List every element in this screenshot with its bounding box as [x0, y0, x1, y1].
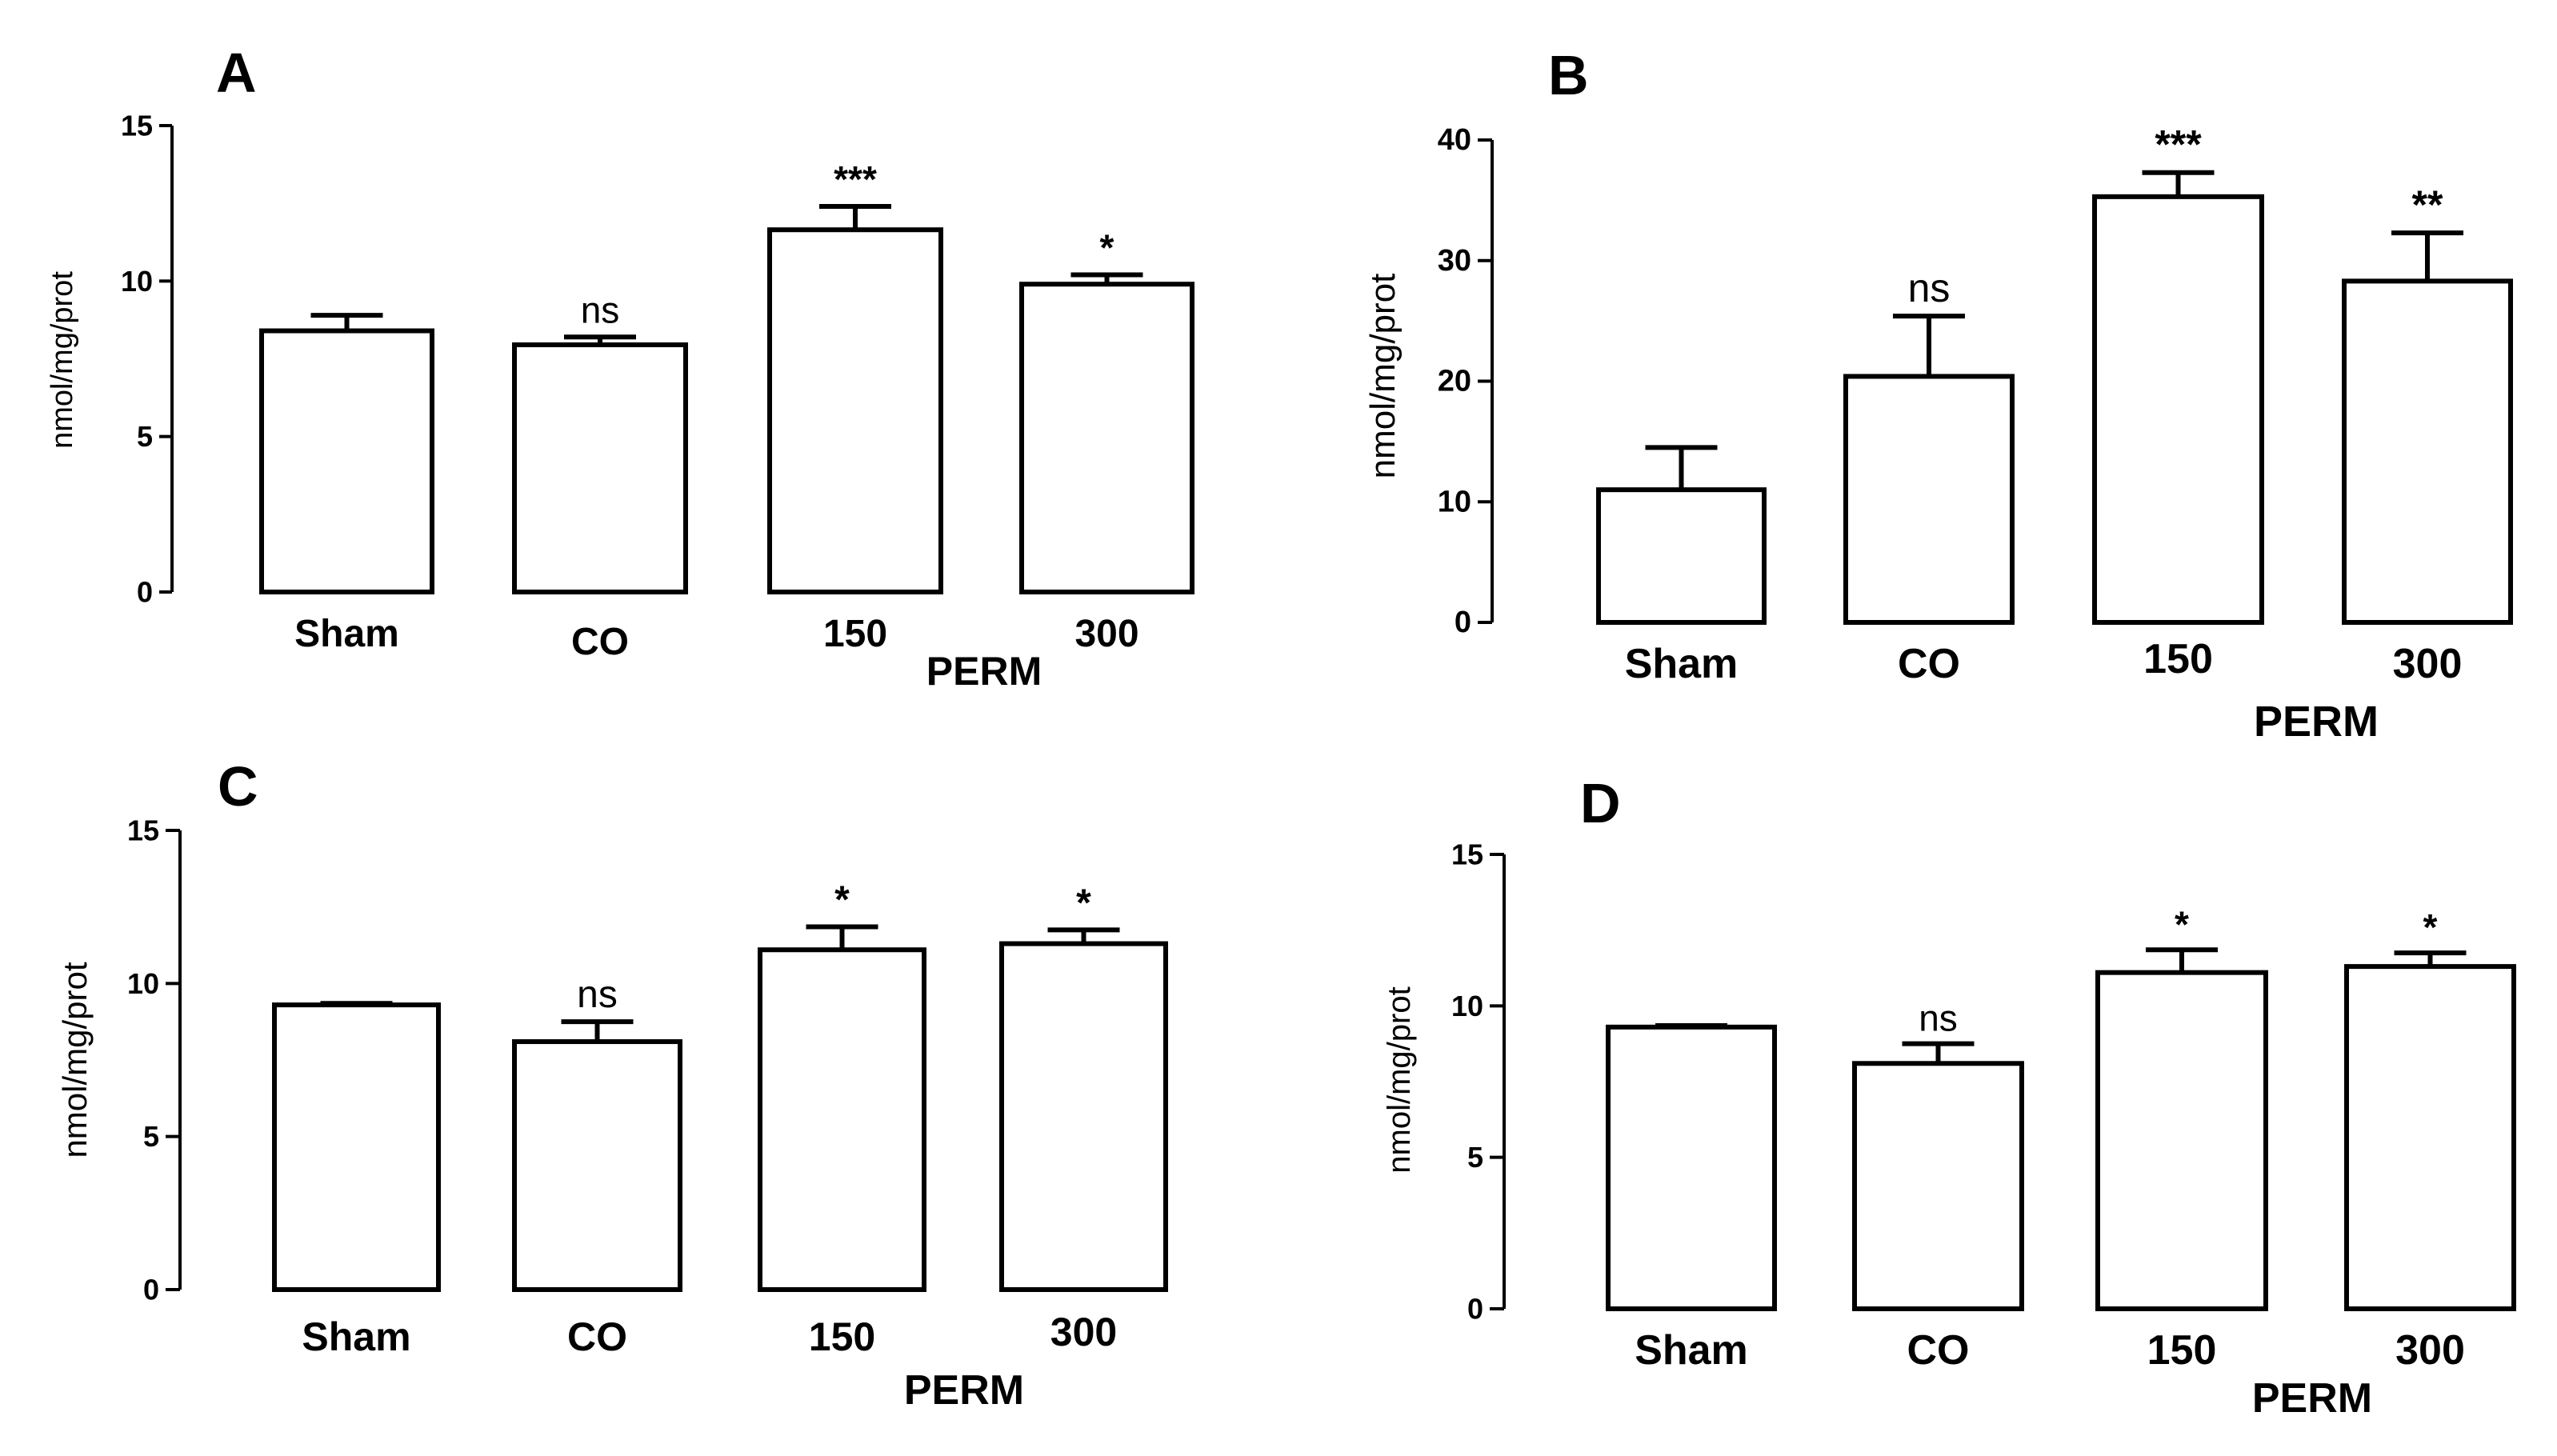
panel-letter: B — [1548, 44, 1589, 106]
significance-stars: *** — [834, 158, 877, 200]
y-axis-label: nmol/mg/prot — [46, 271, 79, 449]
category-label: CO — [1907, 1327, 1970, 1374]
y-tick-label: 15 — [127, 814, 159, 847]
bar-co — [512, 1039, 682, 1293]
significance-ns: ns — [1919, 998, 1958, 1039]
significance-stars: *** — [2155, 122, 2202, 167]
category-label: CO — [1898, 641, 1960, 687]
category-label: 300 — [1074, 613, 1138, 655]
category-label: 150 — [2147, 1327, 2217, 1374]
category-label: 150 — [2143, 636, 2213, 682]
bar-300 — [1019, 282, 1194, 594]
panel-c: 0 5 10 15 Sham ns CO * 150 * 300 PERM nmol/mg/prot C — [56, 755, 1168, 1414]
panel-letter: D — [1580, 772, 1621, 834]
bar-co — [512, 342, 688, 594]
group-label-perm: PERM — [904, 1367, 1024, 1414]
bar-sham — [1606, 1024, 1777, 1311]
panel-b: 0 10 20 30 40 Sham ns CO *** 150 ** 300 PERM nmol/mg/… — [1363, 44, 2513, 746]
panel-letter: A — [216, 42, 257, 104]
bar-300 — [2344, 964, 2516, 1312]
significance-stars: * — [1100, 227, 1114, 269]
bar-150 — [758, 947, 926, 1292]
y-tick-label: 5 — [137, 420, 153, 453]
y-tick-label: 15 — [121, 110, 153, 142]
category-label: CO — [571, 621, 629, 663]
y-tick-label: 0 — [137, 576, 153, 609]
significance-stars: * — [1076, 882, 1091, 924]
category-label: Sham — [294, 613, 399, 655]
bar-150 — [2095, 970, 2268, 1312]
category-label: 150 — [809, 1314, 875, 1359]
y-tick-label: 10 — [1451, 990, 1483, 1022]
bar-co — [1852, 1061, 2024, 1312]
bar-sham — [1596, 487, 1767, 625]
bar-sham — [272, 1002, 441, 1292]
y-tick-label: 40 — [1438, 123, 1471, 157]
bar-300 — [2342, 278, 2513, 625]
y-tick-label: 5 — [1467, 1141, 1483, 1174]
panel-a: 0 5 10 15 Sham ns CO *** 150 * 300 PERM nmol/mg/prot… — [46, 42, 1194, 694]
y-tick-label: 5 — [143, 1120, 159, 1153]
category-label: 300 — [1050, 1310, 1117, 1354]
y-tick-label: 30 — [1438, 244, 1471, 278]
y-tick-label: 10 — [127, 967, 159, 1000]
panel-letter: C — [218, 755, 258, 818]
category-label: CO — [567, 1314, 627, 1359]
bar-150 — [767, 227, 943, 594]
group-label-perm: PERM — [2252, 1375, 2372, 1422]
significance-stars: * — [834, 879, 850, 922]
group-label-perm: PERM — [2254, 698, 2379, 746]
category-label: 150 — [823, 613, 887, 655]
category-label: 300 — [2393, 641, 2463, 687]
group-label-perm: PERM — [926, 649, 1042, 694]
bar-300 — [999, 941, 1168, 1292]
panel-d: 0 5 10 15 Sham ns CO * 150 * 300 PERM nmol/mg/prot D — [1382, 772, 2516, 1422]
y-tick-label: 0 — [1467, 1293, 1483, 1326]
y-tick-label: 10 — [1438, 485, 1471, 518]
category-label: Sham — [302, 1314, 410, 1359]
y-axis-label: nmol/mg/prot — [1382, 986, 1417, 1173]
significance-ns: ns — [1908, 266, 1951, 310]
y-tick-label: 15 — [1451, 838, 1483, 871]
y-tick-label: 20 — [1438, 365, 1471, 398]
y-tick-label: 0 — [1455, 606, 1471, 639]
y-axis-label: nmol/mg/prot — [1363, 274, 1403, 479]
significance-stars: * — [2175, 903, 2189, 945]
bar-sham — [259, 328, 434, 594]
y-tick-label: 0 — [143, 1274, 159, 1306]
category-label: 300 — [2395, 1327, 2465, 1374]
significance-stars: ** — [2412, 182, 2443, 227]
significance-ns: ns — [577, 974, 618, 1016]
category-label: Sham — [1625, 641, 1739, 687]
significance-ns: ns — [581, 289, 620, 330]
y-tick-label: 10 — [121, 265, 153, 298]
significance-stars: * — [2423, 906, 2438, 948]
category-label: Sham — [1635, 1327, 1748, 1374]
bar-co — [1843, 374, 2015, 625]
y-axis-label: nmol/mg/prot — [56, 962, 94, 1158]
bar-150 — [2092, 194, 2264, 626]
